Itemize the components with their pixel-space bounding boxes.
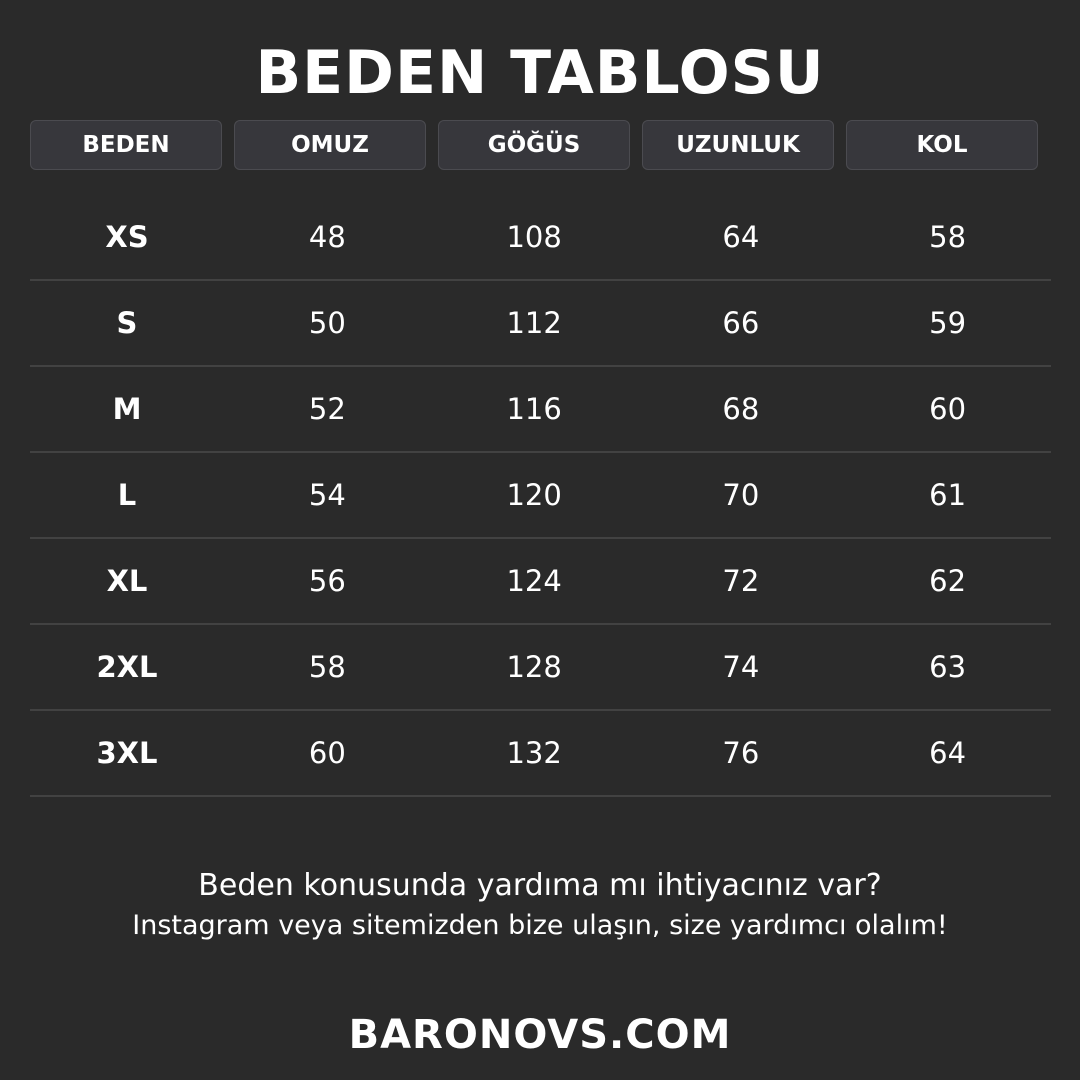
table-header: BEDEN OMUZ GÖĞÜS UZUNLUK KOL	[30, 120, 1038, 170]
size-label: S	[116, 306, 138, 340]
table-cell: 61	[929, 478, 967, 512]
table-row: 2XL 58 128 74 63	[30, 625, 1051, 711]
table-cell: 64	[929, 736, 967, 770]
column-header: KOL	[846, 120, 1038, 170]
table-row: XL 56 124 72 62	[30, 539, 1051, 625]
table-cell: 66	[722, 306, 760, 340]
size-label: XS	[105, 220, 149, 254]
table-cell: 52	[308, 392, 346, 426]
table-row: XS 48 108 64 58	[30, 195, 1051, 281]
table-cell: 50	[308, 306, 346, 340]
table-cell: 112	[506, 306, 562, 340]
table-cell: 48	[308, 220, 346, 254]
table-cell: 64	[722, 220, 760, 254]
page-title: BEDEN TABLOSU	[255, 38, 825, 108]
table-cell: 59	[929, 306, 967, 340]
table-cell: 56	[308, 564, 346, 598]
table-cell: 68	[722, 392, 760, 426]
table-cell: 124	[506, 564, 562, 598]
size-label: XL	[106, 564, 148, 598]
table-row: L 54 120 70 61	[30, 453, 1051, 539]
size-table: XS 48 108 64 58 S 50 112 66 59 M 52 116 68 60 L 54 120 70 6…	[30, 195, 1051, 797]
table-cell: 60	[308, 736, 346, 770]
column-header: BEDEN	[30, 120, 222, 170]
table-row: S 50 112 66 59	[30, 281, 1051, 367]
table-cell: 76	[722, 736, 760, 770]
size-label: 3XL	[96, 736, 158, 770]
help-text: Beden konusunda yardıma mı ihtiyacınız v…	[198, 868, 882, 903]
size-label: 2XL	[96, 650, 158, 684]
table-cell: 58	[308, 650, 346, 684]
website-link[interactable]: BARONOVS.COM	[348, 1012, 732, 1058]
table-cell: 58	[929, 220, 967, 254]
table-cell: 70	[722, 478, 760, 512]
table-cell: 63	[929, 650, 967, 684]
table-cell: 74	[722, 650, 760, 684]
table-cell: 62	[929, 564, 967, 598]
table-row: M 52 116 68 60	[30, 367, 1051, 453]
table-cell: 132	[506, 736, 562, 770]
table-cell: 54	[308, 478, 346, 512]
table-cell: 120	[506, 478, 562, 512]
column-header: OMUZ	[234, 120, 426, 170]
table-cell: 72	[722, 564, 760, 598]
size-label: M	[112, 392, 142, 426]
table-cell: 60	[929, 392, 967, 426]
size-label: L	[117, 478, 137, 512]
table-cell: 108	[506, 220, 562, 254]
help-subtext: Instagram veya sitemizden bize ulaşın, s…	[132, 910, 948, 941]
table-row: 3XL 60 132 76 64	[30, 711, 1051, 797]
column-header: UZUNLUK	[642, 120, 834, 170]
table-cell: 128	[506, 650, 562, 684]
column-header: GÖĞÜS	[438, 120, 630, 170]
table-cell: 116	[506, 392, 562, 426]
